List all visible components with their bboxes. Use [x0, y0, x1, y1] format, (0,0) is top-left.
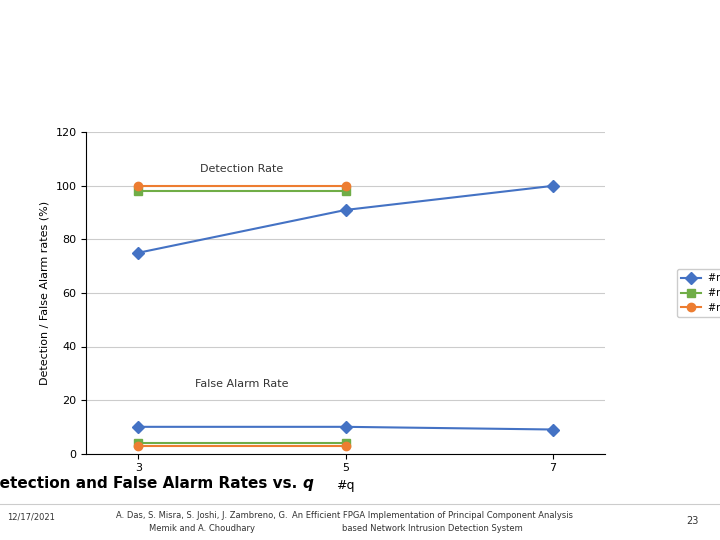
- #r = 5: [341, 183, 350, 189]
- Line: #r = 0: #r = 0: [134, 181, 557, 257]
- #r = 0: [549, 183, 557, 189]
- Text: Overview: Overview: [423, 4, 469, 14]
- Text: Principal Component Analysis: Principal Component Analysis: [374, 22, 519, 32]
- Text: Results: PCA Accuracy: Results: PCA Accuracy: [14, 85, 312, 109]
- Text: Results: Results: [426, 58, 467, 69]
- Text: NORTHWESTERN: NORTHWESTERN: [586, 28, 678, 38]
- Line: #r = 4: #r = 4: [134, 187, 350, 195]
- X-axis label: #q: #q: [336, 479, 355, 492]
- Text: 12/17/2021: 12/17/2021: [7, 513, 55, 522]
- Text: 23: 23: [686, 516, 698, 526]
- Text: False Alarm Rate: False Alarm Rate: [195, 379, 289, 389]
- Text: Detection and False Alarm Rates vs.: Detection and False Alarm Rates vs.: [0, 476, 302, 491]
- #r = 0: [134, 249, 143, 256]
- Text: Memik and A. Choudhary: Memik and A. Choudhary: [148, 524, 255, 533]
- Text: UNIVERSITY: UNIVERSITY: [611, 52, 652, 58]
- Text: PCA Framework: PCA Framework: [408, 40, 485, 50]
- Y-axis label: Detection / False Alarm rates (%): Detection / False Alarm rates (%): [40, 201, 50, 385]
- Text: based Network Intrusion Detection System: based Network Intrusion Detection System: [341, 524, 523, 533]
- Text: Detection Rate: Detection Rate: [200, 165, 284, 174]
- #r = 5: [134, 183, 143, 189]
- #r = 4: [341, 188, 350, 194]
- Text: q: q: [302, 476, 313, 491]
- #r = 4: [134, 188, 143, 194]
- Text: An Efficient FPGA Implementation of Principal Component Analysis: An Efficient FPGA Implementation of Prin…: [292, 511, 572, 520]
- Text: DATE 2008: DATE 2008: [14, 30, 90, 43]
- Line: #r = 5: #r = 5: [134, 181, 350, 190]
- Text: A. Das, S. Misra, S. Joshi, J. Zambreno, G.: A. Das, S. Misra, S. Joshi, J. Zambreno,…: [116, 511, 287, 520]
- Legend: #r = 0, #r = 4, #r = 5: #r = 0, #r = 4, #r = 5: [678, 269, 720, 316]
- #r = 0: [341, 207, 350, 213]
